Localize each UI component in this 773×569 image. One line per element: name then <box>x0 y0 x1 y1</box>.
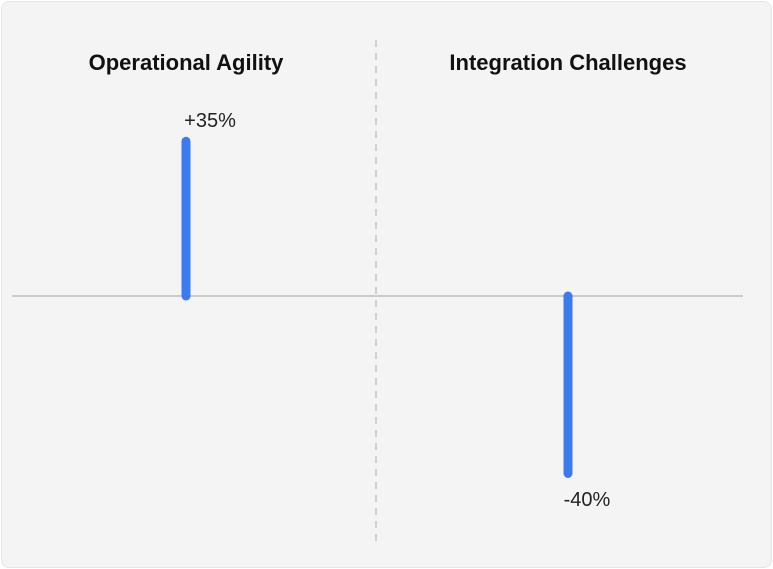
bar-base-operational-agility <box>181 291 191 296</box>
chart-marks: Operational Agility +35% Integration Chall… <box>89 50 687 511</box>
panel-title-operational-agility: Operational Agility <box>89 50 285 75</box>
bar-base-integration-challenges <box>563 296 573 301</box>
value-label-integration-challenges: -40% <box>564 489 611 511</box>
panel-title-integration-challenges: Integration Challenges <box>449 50 686 75</box>
value-label-operational-agility: +35% <box>184 110 236 132</box>
